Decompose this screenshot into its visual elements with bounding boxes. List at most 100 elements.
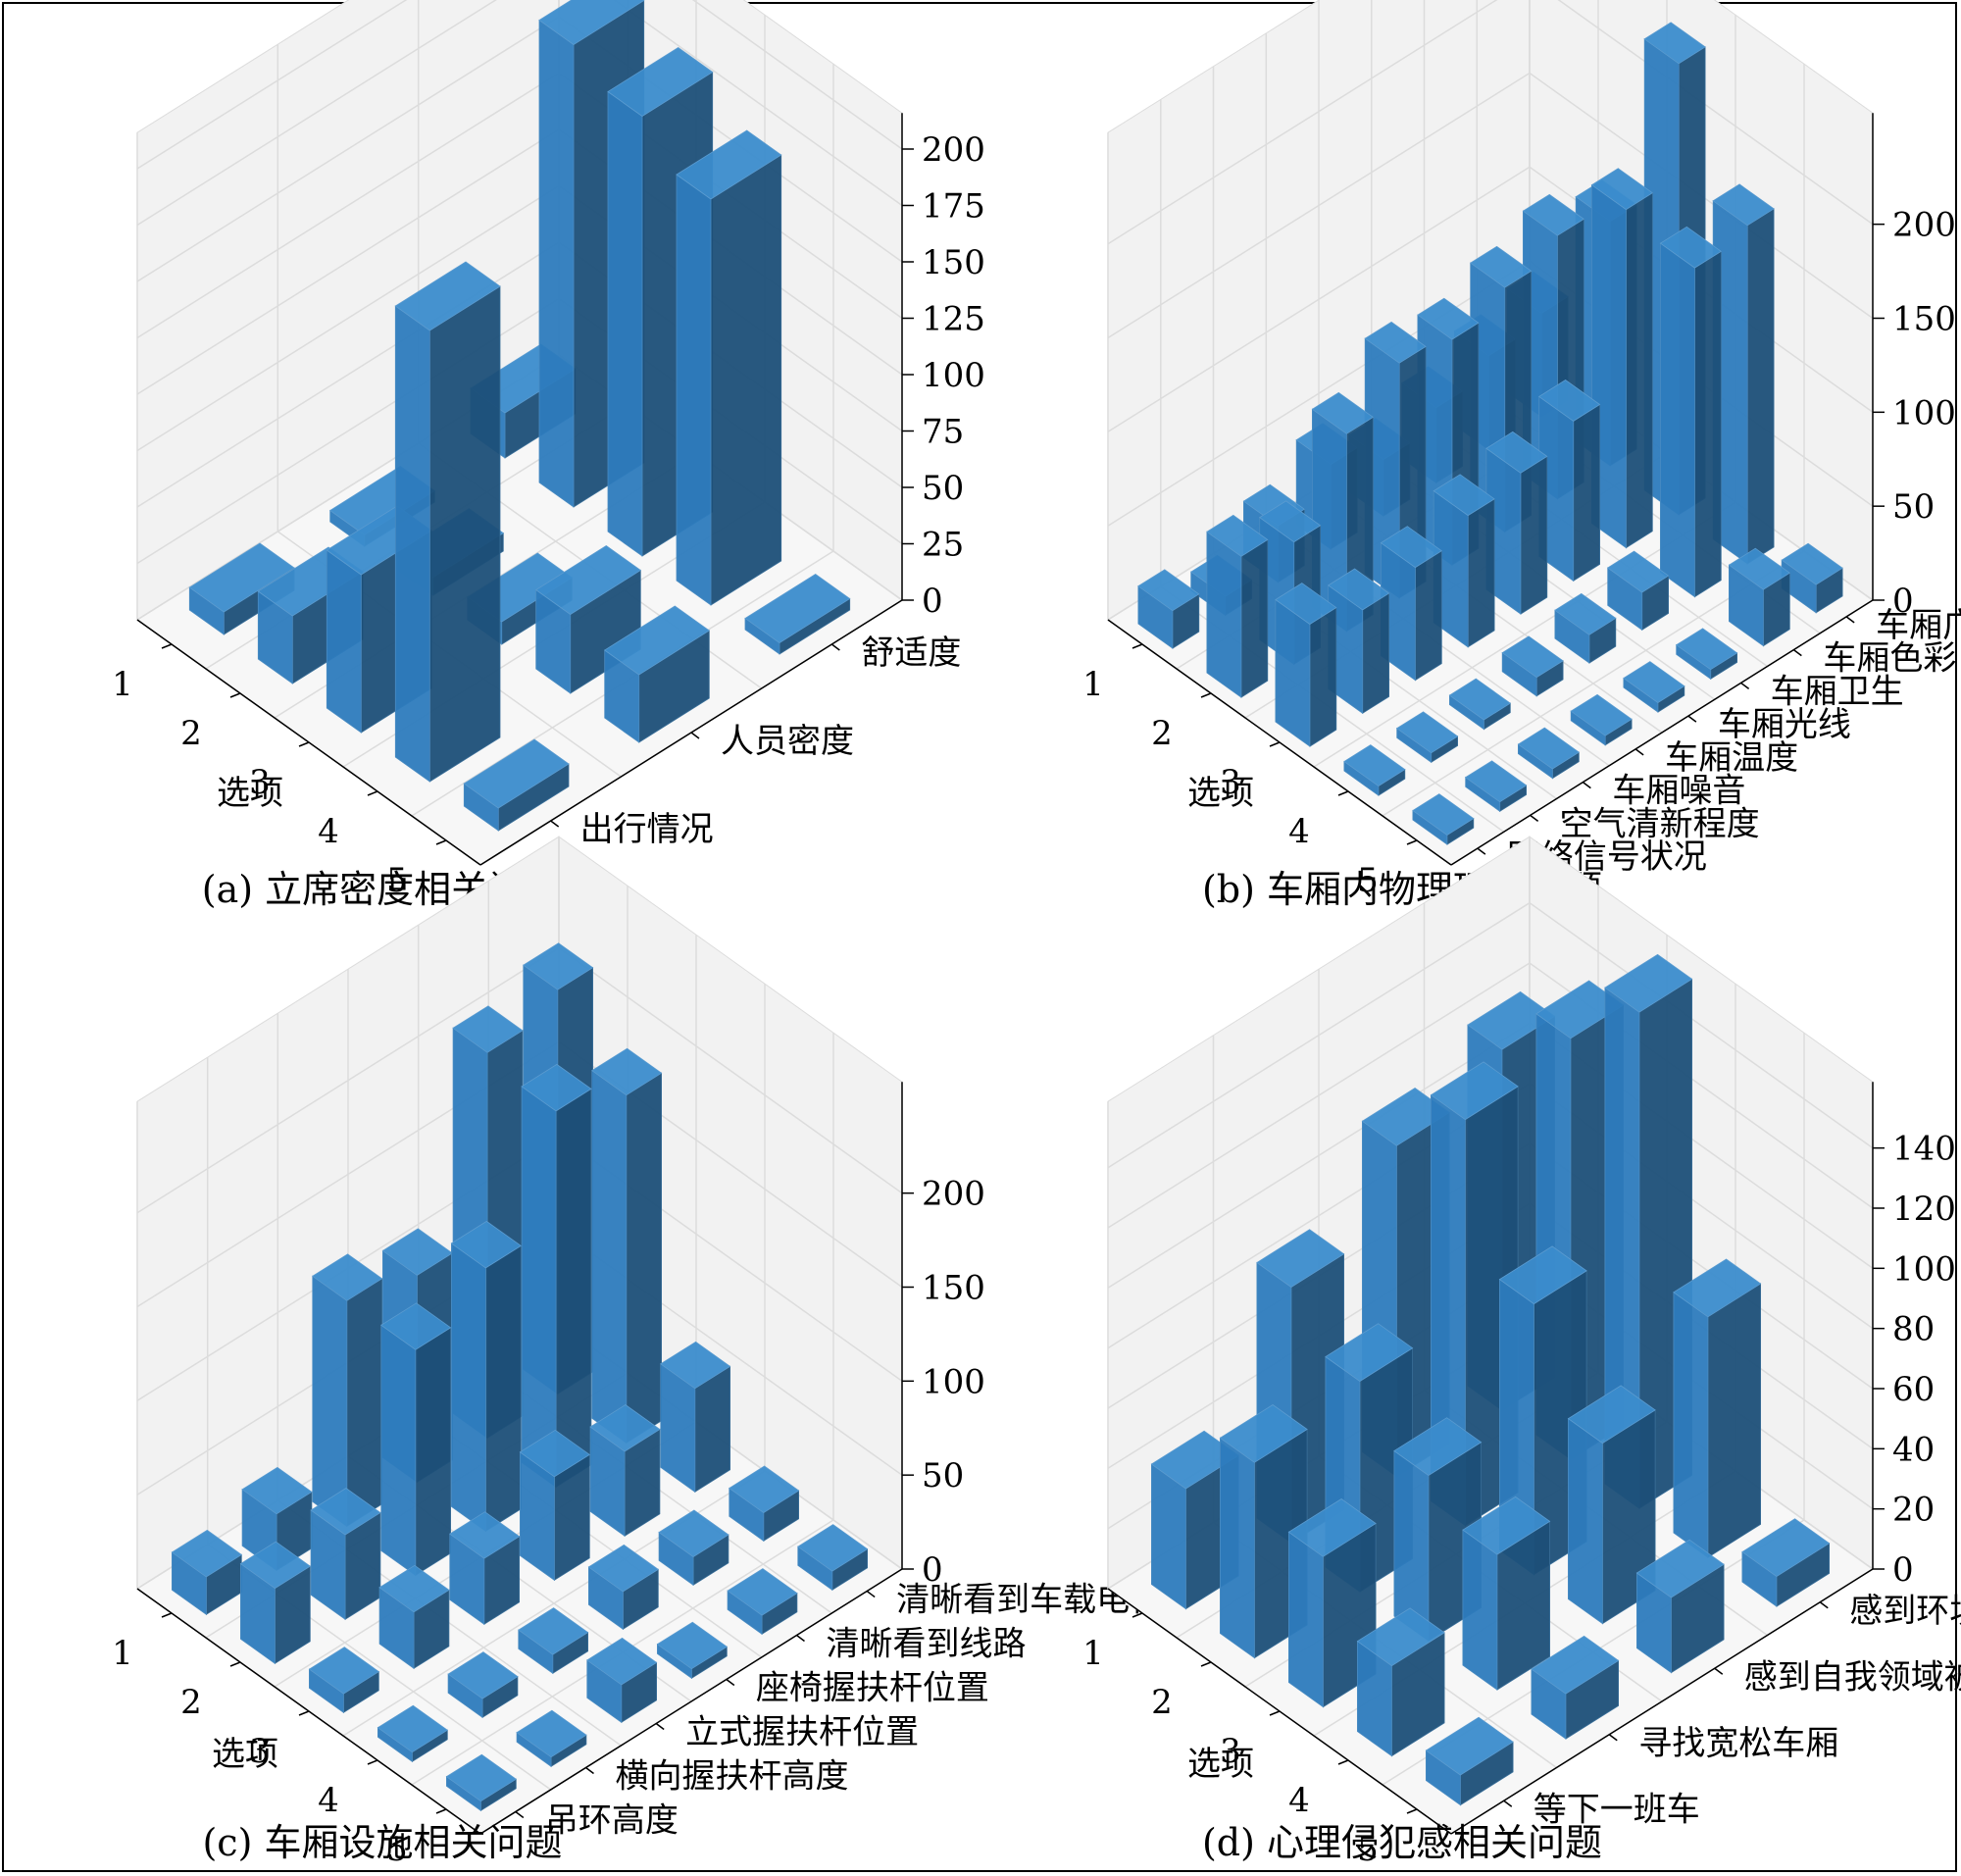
y-tick-mark: [585, 1766, 594, 1775]
x-tick-label: 5: [386, 861, 408, 900]
panel-caption: (d) 心理侵犯感相关问题: [1202, 1821, 1602, 1864]
x-tick-mark: [229, 692, 241, 698]
bar-top-face: [449, 1511, 521, 1559]
bar-top-face: [1623, 661, 1685, 703]
y-tick-mark: [796, 1634, 805, 1643]
bar-side-face: [428, 285, 501, 783]
y-tick-label: 吊环高度: [545, 1801, 679, 1841]
z-tick-label: 100: [1892, 1249, 1956, 1289]
y-tick-mark: [1714, 1667, 1724, 1675]
bar-front-face: [521, 1086, 557, 1489]
bar-top-face: [378, 1564, 450, 1613]
bar-top-face: [1393, 1417, 1483, 1476]
bar: [797, 1524, 869, 1592]
bar-top-face: [1256, 1229, 1345, 1288]
y-tick-label: 空气清新程度: [1560, 804, 1760, 843]
bar-side-face: [1362, 592, 1389, 715]
bar: [1517, 727, 1581, 780]
bar-side-face: [1520, 455, 1548, 615]
z-tick-label: 150: [922, 1269, 985, 1308]
bar: [1781, 542, 1843, 614]
bar: [1380, 526, 1443, 682]
z-tick-label: 125: [922, 300, 985, 339]
bar: [1675, 628, 1738, 681]
x-tick-label: 2: [1151, 714, 1173, 753]
y-tick-mark: [550, 820, 560, 828]
bar-top-face: [534, 545, 642, 615]
bar: [1501, 635, 1564, 697]
bar: [1590, 168, 1654, 549]
bar: [449, 1511, 521, 1626]
bar-top-face: [1659, 226, 1723, 269]
x-tick-label: 5: [386, 1830, 408, 1869]
bar-side-face: [415, 1327, 452, 1577]
bar-top-face: [658, 1509, 729, 1557]
bar-top-face: [589, 1404, 661, 1452]
bar-top-face: [797, 1524, 869, 1572]
bar-top-face: [1464, 760, 1528, 803]
bar-top-face: [729, 1465, 800, 1513]
x-tick-mark: [229, 1661, 241, 1667]
x-tick-mark: [1269, 1710, 1281, 1716]
y-tick-mark: [1792, 649, 1802, 657]
x-tick-label: 2: [180, 714, 202, 753]
y-tick-label: 车厢光线: [1718, 705, 1851, 744]
x-tick-label: 4: [318, 812, 339, 851]
z-tick-label: 100: [1892, 393, 1956, 432]
y-axis: [1450, 1568, 1874, 1835]
y-tick-mark: [655, 1722, 665, 1731]
bar: [1430, 1061, 1519, 1527]
bar-top-face: [447, 1651, 519, 1699]
bar-top-face: [1287, 1498, 1377, 1557]
bar-top-face: [521, 1063, 592, 1112]
z-tick-label: 80: [1892, 1310, 1935, 1349]
bar: [450, 1220, 523, 1533]
y-tick-label: 横向握扶杆高度: [616, 1757, 849, 1797]
x-tick-mark: [298, 1710, 310, 1716]
bar: [1635, 1539, 1725, 1674]
y-tick-label: 立式握扶杆位置: [685, 1713, 919, 1752]
bar: [447, 1651, 519, 1719]
bar-front-face: [1660, 242, 1695, 598]
bar-top-face: [1380, 526, 1443, 569]
bar: [591, 1047, 663, 1445]
bar-top-face: [1606, 550, 1670, 593]
bar-top-face: [239, 1541, 312, 1590]
x-tick-mark: [1131, 1612, 1143, 1618]
bar-side-face: [484, 1244, 522, 1533]
bar-side-face: [1746, 208, 1775, 565]
bar-top-face: [1781, 542, 1843, 585]
z-tick-label: 140: [1892, 1130, 1956, 1169]
bar-side-face: [1415, 549, 1442, 682]
y-tick-mark: [866, 1590, 876, 1598]
bar-side-face: [710, 154, 782, 606]
x-tick-label: 3: [249, 763, 271, 802]
bar-top-face: [519, 1429, 591, 1478]
bar-top-face: [1501, 635, 1564, 679]
bar-front-face: [312, 1275, 348, 1528]
bar: [380, 1302, 452, 1577]
bar-top-face: [463, 738, 570, 809]
y-tick-label: 舒适度: [861, 634, 961, 673]
bar-top-face: [1433, 474, 1495, 517]
y-tick-mark: [1634, 748, 1644, 756]
bar-top-face: [188, 542, 295, 613]
x-axis-label: 选项: [1187, 1745, 1254, 1784]
bar: [1673, 1258, 1762, 1558]
bar: [1659, 226, 1723, 598]
bar-top-face: [676, 129, 782, 200]
bar-top-face: [308, 1647, 380, 1695]
bar-top-face: [1325, 1323, 1414, 1382]
y-tick-label: 出行情况: [580, 810, 714, 849]
grid-line: [136, 0, 903, 227]
y-tick-mark: [1582, 782, 1591, 789]
bar: [518, 1607, 589, 1675]
bar: [171, 1529, 243, 1616]
x-tick-label: 3: [249, 1732, 271, 1771]
bar: [516, 1709, 587, 1768]
bar-front-face: [1206, 531, 1242, 698]
y-tick-mark: [690, 732, 700, 739]
bar-top-face: [586, 1637, 658, 1686]
chart-panel-2: 050100150200网络信号状况空气清新程度车厢噪音车厢温度车厢光线车厢卫生…: [1082, 0, 1961, 911]
y-axis: [1450, 599, 1874, 866]
